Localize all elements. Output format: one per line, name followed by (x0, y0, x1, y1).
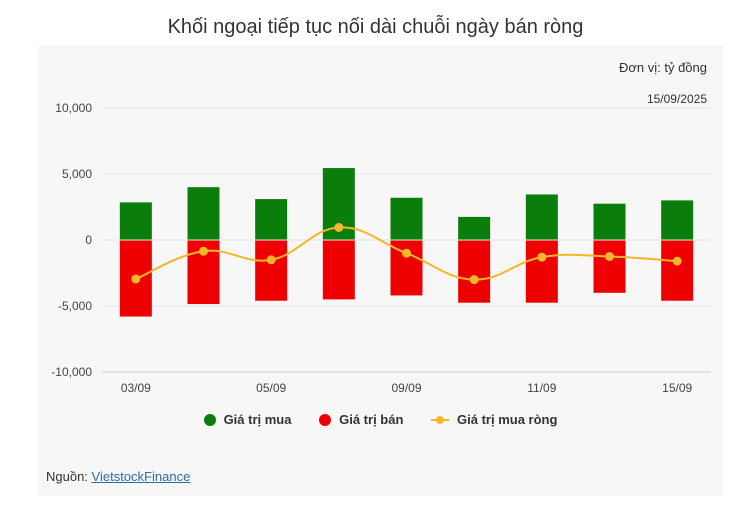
bar-sell[interactable] (525, 240, 558, 303)
legend-sell-label: Giá trị bán (339, 412, 404, 427)
x-tick-label: 15/09 (662, 381, 692, 395)
legend-item-net[interactable]: Giá trị mua ròng (431, 412, 557, 427)
x-axis-ticks: 03/09 05/09 09/09 11/09 15/09 (121, 381, 693, 395)
bar-sell[interactable] (458, 240, 491, 303)
legend-sell-marker (319, 413, 332, 426)
net-point[interactable] (266, 255, 276, 265)
net-point[interactable] (402, 248, 411, 258)
net-line (131, 222, 682, 285)
y-axis-ticks: 10,000 5,000 0 -5,000 -10,000 (51, 101, 92, 379)
source-link[interactable]: VietstockFinance (91, 469, 191, 484)
x-tick-label: 11/09 (527, 381, 556, 395)
legend-net-marker (431, 414, 450, 426)
bar-sell[interactable] (255, 240, 288, 301)
date-label: 15/09/2025 (646, 92, 707, 106)
bar-buy[interactable] (458, 216, 491, 240)
y-tick-label: -5,000 (58, 299, 92, 313)
chart-title: Khối ngoại tiếp tục nối dài chuỗi ngày b… (167, 16, 584, 38)
net-point[interactable] (537, 252, 547, 262)
net-point[interactable] (605, 252, 614, 261)
bar-buy[interactable] (119, 202, 152, 240)
legend-buy-label: Giá trị mua (223, 412, 292, 427)
bar-sell[interactable] (593, 240, 626, 293)
y-tick-label: 5,000 (62, 167, 92, 181)
bar-buy[interactable] (525, 194, 558, 240)
x-tick-label: 05/09 (256, 381, 286, 395)
net-point[interactable] (469, 275, 479, 285)
net-point[interactable] (672, 256, 682, 266)
y-tick-label: -10,000 (51, 365, 92, 379)
y-tick-label: 10,000 (55, 101, 92, 115)
bar-buy[interactable] (390, 197, 423, 240)
chart-svg: 10,000 5,000 0 -5,000 -10,000 03/09 05/09 09/0… (51, 101, 711, 395)
bars (119, 168, 694, 317)
legend: Giá trị mua Giá trị bán Giá trị mua ròng (38, 412, 723, 429)
bar-buy[interactable] (661, 200, 694, 240)
unit-label: Đơn vị: tỷ đồng (618, 60, 707, 75)
net-point[interactable] (199, 246, 208, 256)
bar-buy[interactable] (593, 203, 626, 240)
grid-lines (102, 107, 711, 373)
bar-buy[interactable] (187, 187, 220, 240)
bar-sell[interactable] (322, 240, 355, 300)
legend-net-label: Giá trị mua ròng (457, 412, 558, 427)
legend-item-buy[interactable]: Giá trị mua (203, 412, 292, 427)
net-point[interactable] (131, 274, 141, 284)
x-tick-label: 09/09 (391, 381, 421, 395)
source-note: Nguồn: VietstockFinance (46, 469, 190, 484)
legend-item-sell[interactable]: Giá trị bán (319, 412, 403, 427)
legend-buy-marker (203, 413, 216, 426)
y-tick-label: 0 (85, 233, 92, 247)
bar-buy[interactable] (255, 199, 288, 240)
chart-panel: Đơn vị: tỷ đồng 15/09/2025 10,000 5,000 0 -… (38, 46, 723, 496)
net-point[interactable] (334, 222, 344, 232)
bar-sell[interactable] (661, 240, 694, 301)
x-tick-label: 03/09 (121, 381, 151, 395)
source-prefix: Nguồn: (46, 469, 92, 484)
